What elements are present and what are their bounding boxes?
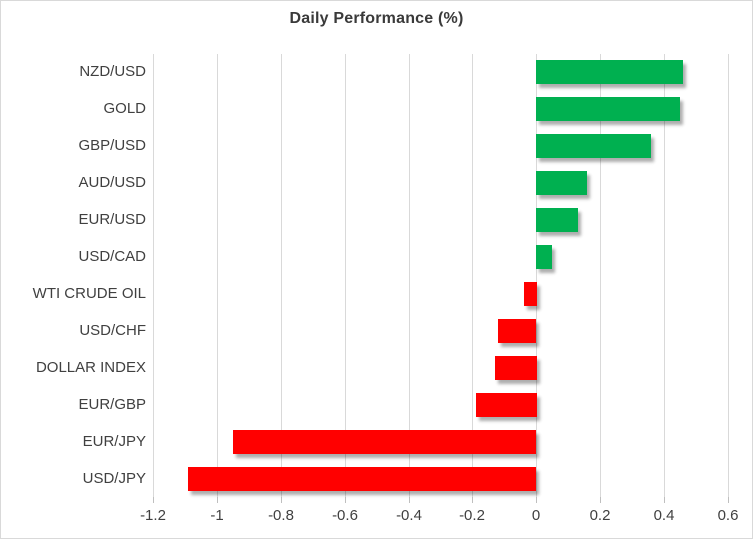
gridline-0	[536, 54, 537, 497]
bar-aud-usd	[536, 171, 587, 195]
gridline-1	[217, 54, 218, 497]
category-label-gbp-usd: GBP/USD	[78, 137, 146, 154]
axis-tick-1-2	[153, 497, 154, 503]
x-tick-label-0-2: 0.2	[589, 507, 611, 524]
bar-usd-cad	[536, 245, 552, 269]
gridline-0-6	[728, 54, 729, 497]
bar-nzd-usd	[536, 60, 683, 84]
category-label-eur-jpy: EUR/JPY	[82, 433, 146, 450]
gridline-0-2	[472, 54, 473, 497]
x-tick-label-0: 0	[531, 507, 541, 524]
axis-tick-0-4	[664, 497, 665, 503]
axis-tick-0-2	[600, 497, 601, 503]
bar-eur-jpy	[233, 430, 536, 454]
chart-title: Daily Performance (%)	[289, 10, 464, 27]
plot-area	[153, 54, 729, 497]
gridline-0-6	[345, 54, 346, 497]
axis-tick-0	[536, 497, 537, 503]
bar-wti-crude-oil	[524, 282, 537, 306]
category-label-nzd-usd: NZD/USD	[79, 63, 146, 80]
category-label-eur-usd: EUR/USD	[78, 211, 146, 228]
x-tick-label-0-2: -0.2	[459, 507, 485, 524]
bar-usd-chf	[498, 319, 536, 343]
x-tick-label-1: -1	[210, 507, 224, 524]
bar-eur-usd	[536, 208, 578, 232]
x-tick-label-0-4: -0.4	[396, 507, 422, 524]
category-label-wti-crude-oil: WTI CRUDE OIL	[32, 285, 146, 302]
category-label-aud-usd: AUD/USD	[78, 174, 146, 191]
axis-tick-0-6	[728, 497, 729, 503]
axis-tick-1	[217, 497, 218, 503]
category-label-usd-chf: USD/CHF	[79, 322, 146, 339]
gridline-0-4	[409, 54, 410, 497]
bar-gbp-usd	[536, 134, 651, 158]
category-label-usd-cad: USD/CAD	[78, 248, 146, 265]
x-tick-label-0-6: -0.6	[332, 507, 358, 524]
x-tick-label-0-8: -0.8	[268, 507, 294, 524]
axis-tick-0-4	[409, 497, 410, 503]
axis-tick-0-6	[345, 497, 346, 503]
bar-usd-jpy	[188, 467, 536, 491]
category-label-usd-jpy: USD/JPY	[82, 470, 146, 487]
axis-tick-0-8	[281, 497, 282, 503]
gridline-0-8	[281, 54, 282, 497]
x-tick-label-0-4: 0.4	[653, 507, 675, 524]
category-label-gold: GOLD	[103, 100, 146, 117]
bar-gold	[536, 97, 680, 121]
x-tick-label-1-2: -1.2	[140, 507, 166, 524]
category-label-dollar-index: DOLLAR INDEX	[35, 359, 146, 376]
axis-tick-0-2	[472, 497, 473, 503]
x-tick-label-0-6: 0.6	[717, 507, 739, 524]
bar-dollar-index	[495, 356, 537, 380]
category-label-eur-gbp: EUR/GBP	[78, 396, 146, 413]
gridline-1-2	[153, 54, 154, 497]
gridline-0-4	[664, 54, 665, 497]
bar-eur-gbp	[476, 393, 537, 417]
gridline-0-2	[600, 54, 601, 497]
